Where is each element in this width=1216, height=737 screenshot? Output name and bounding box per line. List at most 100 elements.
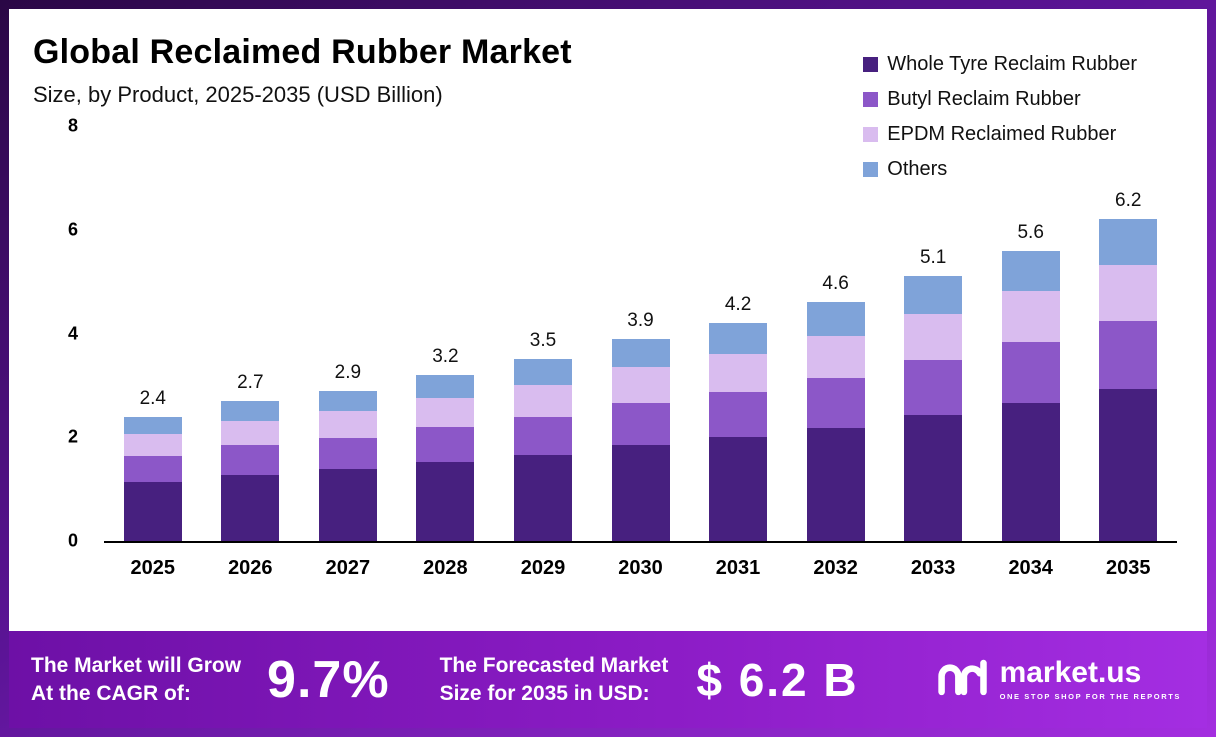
bar-value-label: 3.5: [529, 330, 557, 352]
bar-group-2031: 4.2: [689, 128, 787, 541]
bar-group-2030: 3.9: [592, 128, 690, 541]
y-axis-label-0: 0: [67, 530, 78, 551]
segment-others: [709, 323, 768, 354]
segment-whole-tyre-reclaim-rubber: [1099, 388, 1158, 541]
bar-value-label: 4.2: [724, 294, 752, 316]
legend-swatch-icon: [863, 57, 879, 72]
x-axis-label-2026: 2026: [228, 557, 273, 579]
segment-butyl-reclaim-rubber: [318, 437, 377, 470]
stats-banner: The Market will Grow At the CAGR of: 9.7…: [9, 631, 1207, 728]
brand-text: market.us ONE STOP SHOP FOR THE REPORTS: [999, 656, 1181, 702]
cagr-value: 9.7%: [267, 650, 390, 709]
segment-butyl-reclaim-rubber: [1099, 321, 1158, 389]
stacked-bar-2028: [416, 375, 475, 541]
stacked-bar-2027: [318, 390, 377, 541]
segment-whole-tyre-reclaim-rubber: [709, 437, 768, 541]
bar-group-2026: 2.7: [202, 128, 300, 541]
segment-epdm-reclaimed-rubber: [1001, 290, 1060, 342]
legend-label: Whole Tyre Reclaim Rubber: [887, 53, 1137, 75]
forecast-label-line1: The Forecasted Market: [439, 654, 669, 678]
bar-group-2025: 2.4: [104, 128, 202, 541]
segment-butyl-reclaim-rubber: [1001, 341, 1060, 404]
stacked-bar-2025: [123, 416, 182, 541]
y-axis-label-6: 6: [67, 219, 78, 240]
segment-butyl-reclaim-rubber: [416, 427, 475, 463]
bar-value-label: 2.4: [139, 387, 166, 409]
legend-swatch-icon: [863, 92, 879, 107]
segment-epdm-reclaimed-rubber: [513, 384, 572, 417]
bar-group-2029: 3.5: [494, 128, 592, 541]
brand-name: market.us: [999, 656, 1142, 689]
legend-item-epdm-reclaimed-rubber: EPDM Reclaimed Rubber: [863, 123, 1137, 146]
y-axis-label-2: 2: [67, 426, 78, 447]
segment-others: [1099, 219, 1158, 265]
bar-value-label: 4.6: [822, 273, 849, 295]
cagr-label-line1: The Market will Grow: [31, 654, 242, 678]
segment-whole-tyre-reclaim-rubber: [806, 427, 865, 541]
segment-others: [416, 375, 475, 399]
y-axis-label-8: 8: [67, 115, 78, 136]
bar-value-label: 5.1: [919, 247, 947, 269]
stacked-bar-2032: [806, 302, 865, 541]
legend-label: Butyl Reclaim Rubber: [887, 88, 1081, 110]
segment-whole-tyre-reclaim-rubber: [513, 454, 572, 541]
segment-whole-tyre-reclaim-rubber: [904, 415, 963, 541]
cagr-label-line2: At the CAGR of:: [31, 681, 191, 705]
segment-butyl-reclaim-rubber: [611, 402, 670, 446]
bar-group-2033: 5.1: [884, 128, 982, 541]
market-us-logo-icon: [936, 656, 990, 703]
stacked-bar-2035: [1099, 219, 1158, 541]
plot-area: 0 2 4 6 8 2.4 2.7 2.9 3.2 3.5 3.9 4.2 4.6 5.1 5.6 6.2: [68, 116, 1177, 551]
x-axis: 2025 2026 2027 2028 2029 2030 2031 2032 2033 2034…: [104, 557, 1177, 580]
cagr-label: The Market will Grow At the CAGR of:: [31, 652, 241, 707]
chart-region: 0 2 4 6 8 2.4 2.7 2.9 3.2 3.5 3.9 4.2 4.6 5.1 5.6 6.2 2…: [68, 116, 1177, 580]
segment-butyl-reclaim-rubber: [123, 455, 182, 482]
segment-butyl-reclaim-rubber: [904, 359, 963, 416]
stacked-bar-2029: [513, 359, 572, 541]
segment-epdm-reclaimed-rubber: [123, 434, 182, 456]
x-axis-label-2028: 2028: [423, 557, 468, 579]
legend-item-whole-tyre-reclaim-rubber: Whole Tyre Reclaim Rubber: [863, 53, 1137, 76]
segment-others: [318, 390, 377, 412]
segment-whole-tyre-reclaim-rubber: [318, 469, 377, 541]
segment-butyl-reclaim-rubber: [709, 391, 768, 438]
chart-panel: Global Reclaimed Rubber Market Size, by …: [9, 9, 1207, 631]
y-axis-label-4: 4: [67, 323, 78, 343]
page-title: Global Reclaimed Rubber Market: [33, 33, 572, 71]
stacked-bar-2034: [1001, 250, 1060, 541]
stacked-bar-2030: [611, 338, 670, 541]
segment-epdm-reclaimed-rubber: [221, 420, 280, 446]
segment-epdm-reclaimed-rubber: [416, 398, 475, 428]
segment-others: [611, 338, 670, 368]
bar-value-label: 3.9: [627, 309, 654, 331]
bar-group-2032: 4.6: [787, 128, 885, 541]
chart-legend: Whole Tyre Reclaim Rubber Butyl Reclaim R…: [863, 53, 1137, 181]
bar-value-label: 5.6: [1017, 221, 1044, 243]
segment-whole-tyre-reclaim-rubber: [611, 445, 670, 541]
bar-group-2034: 5.6: [982, 128, 1080, 541]
segment-others: [1001, 250, 1060, 291]
segment-epdm-reclaimed-rubber: [709, 353, 768, 392]
chart-subtitle: Size, by Product, 2025-2035 (USD Billion…: [33, 82, 443, 107]
x-axis-label-2025: 2025: [130, 557, 176, 579]
x-axis-label-2035: 2035: [1105, 557, 1151, 579]
segment-epdm-reclaimed-rubber: [318, 411, 377, 438]
chart-header: Global Reclaimed Rubber Market Size, by …: [9, 9, 1207, 108]
segment-others: [123, 416, 182, 435]
legend-label: Others: [887, 158, 948, 180]
x-axis-label-2032: 2032: [813, 557, 858, 579]
forecast-label-line2: Size for 2035 in USD:: [439, 681, 650, 705]
segment-epdm-reclaimed-rubber: [806, 335, 865, 378]
segment-epdm-reclaimed-rubber: [904, 313, 963, 360]
forecast-label: The Forecasted Market Size for 2035 in U…: [440, 652, 669, 707]
legend-label: EPDM Reclaimed Rubber: [887, 123, 1117, 145]
segment-butyl-reclaim-rubber: [806, 377, 865, 428]
segment-others: [806, 302, 865, 336]
legend-swatch-icon: [863, 127, 879, 142]
legend-swatch-icon: [863, 162, 879, 177]
stacked-bar-2031: [709, 323, 768, 541]
segment-whole-tyre-reclaim-rubber: [123, 481, 182, 541]
bar-value-label: 6.2: [1115, 190, 1142, 212]
segment-whole-tyre-reclaim-rubber: [1001, 403, 1060, 541]
